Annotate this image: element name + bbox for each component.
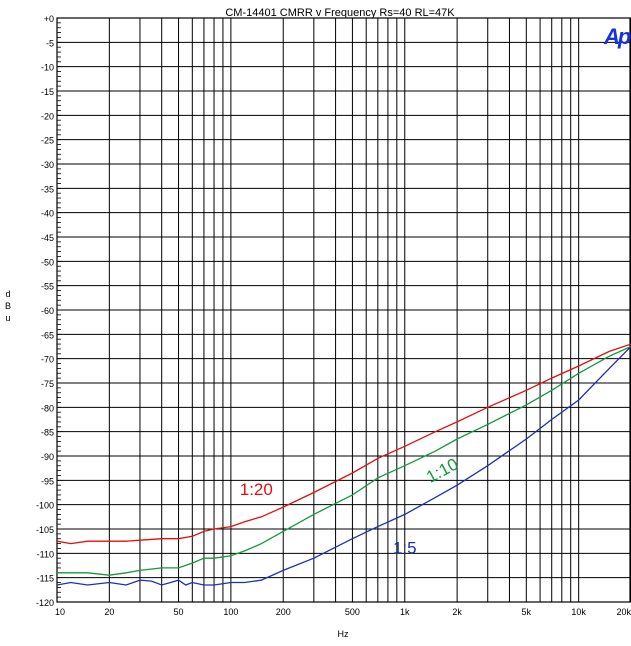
series-line [57,345,631,576]
y-tick-label: -75 [41,379,54,389]
series-label: 1:10 [423,454,461,486]
y-tick-label: -45 [41,233,54,243]
x-tick-label: 100 [223,607,238,617]
x-tick-label: 10k [571,607,586,617]
y-tick-label: -70 [41,355,54,365]
y-axis-label-letter: B [5,301,11,311]
y-tick-label: -65 [41,330,54,340]
y-tick-label: -25 [41,136,54,146]
y-tick-label: -90 [41,452,54,462]
series-line [56,346,631,586]
y-tick-label: -110 [37,549,54,559]
y-tick-label: -30 [41,160,54,170]
ap-logo: Ap [603,24,631,49]
plot-frame [56,17,631,603]
x-tick-label: 2k [452,607,462,617]
x-tick-label: 50 [174,607,184,617]
y-tick-label: -95 [41,476,54,486]
x-tick-label: 10 [55,607,65,617]
y-axis-label: dBu [5,289,11,323]
y-tick-label: -115 [37,574,54,584]
x-axis-label: Hz [338,629,349,639]
grid [56,17,631,603]
y-axis-label-letter: u [5,313,10,323]
x-tick-label: 1k [400,607,410,617]
y-tick-label: -60 [41,306,54,316]
x-tick-label: 20k [616,607,631,617]
y-tick-label: -55 [41,282,54,292]
y-tick-labels: +0 -5 -10 -15 -20 -25 -30 -35 -40 -45 -50 -55 -60 -65… [36,14,54,608]
y-tick-label: -50 [41,257,54,267]
y-tick-label: -35 [41,184,54,194]
x-tick-label: 20 [104,607,114,617]
y-tick-label: -85 [41,428,54,438]
y-tick-label: -20 [41,111,54,121]
series-label: 1:5 [393,538,417,557]
y-tick-label: -105 [36,525,54,535]
y-axis-label-letter: d [5,289,10,299]
series-label: 1:20 [240,480,273,499]
x-tick-label: 5k [522,607,532,617]
x-tick-labels: 10 20 50 100 200 500 1k 2k 5k 10k 20k [55,607,631,617]
y-tick-label: -15 [41,87,54,97]
chart-title: CM-14401 CMRR v Frequency Rs=40 RL=47K [225,7,455,19]
y-tick-label: -10 [41,63,54,73]
y-tick-label: -40 [41,209,54,219]
series-layer: 1:20 1:10 1:5 [56,343,631,586]
x-tick-label: 200 [276,607,291,617]
y-tick-label: -100 [36,501,54,511]
y-tick-label: -80 [41,403,54,413]
y-tick-label: +0 [44,14,54,24]
y-tick-label: -5 [46,38,54,48]
y-tick-label: -120 [36,598,54,608]
x-tick-label: 500 [345,607,360,617]
series-line [56,343,631,545]
